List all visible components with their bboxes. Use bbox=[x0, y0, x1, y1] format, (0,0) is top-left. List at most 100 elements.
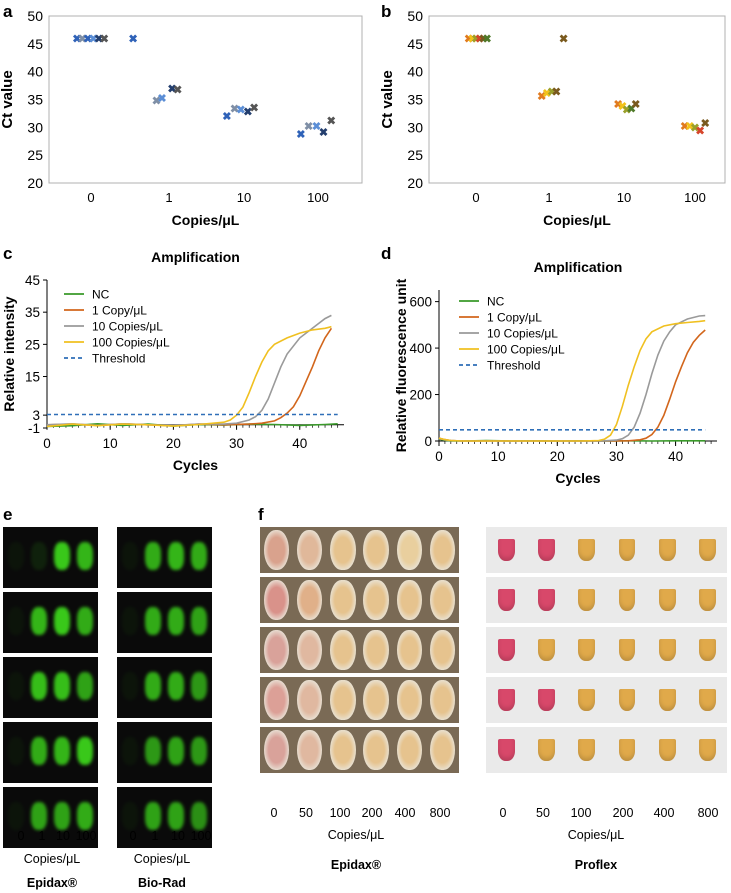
chart-c: Amplification -13 15 25 35 45 0 10 20 30 40 Cycles R… bbox=[1, 249, 344, 473]
y-tick-label: 20 bbox=[27, 175, 43, 191]
fluorescent-band bbox=[191, 607, 207, 635]
panel-letter-f: f bbox=[258, 505, 264, 524]
data-point: ✖ bbox=[129, 33, 138, 45]
y-tick-label: -1 bbox=[28, 421, 40, 436]
epidax-photo-row bbox=[260, 527, 459, 573]
tube bbox=[396, 530, 422, 570]
fluorescent-band bbox=[191, 542, 207, 570]
x-tick-label: 40 bbox=[668, 449, 683, 464]
tube bbox=[263, 680, 290, 720]
biorad-gel-row bbox=[117, 787, 212, 848]
fluorescent-band bbox=[8, 737, 24, 765]
data-point: ✖ bbox=[537, 91, 546, 103]
proflex-photo-row bbox=[486, 527, 727, 573]
y-tick-label: 30 bbox=[407, 119, 423, 135]
axis-value: 400 bbox=[653, 806, 675, 820]
axis-value: 800 bbox=[697, 806, 719, 820]
epidax-gel-row bbox=[3, 592, 98, 653]
data-point: ✖ bbox=[468, 33, 477, 45]
data-point: ✖ bbox=[72, 33, 81, 45]
y-axis-label: Ct value bbox=[379, 70, 396, 128]
tube bbox=[429, 530, 456, 570]
x-tick-label: 30 bbox=[609, 449, 624, 464]
tube bbox=[263, 730, 290, 770]
data-point: ✖ bbox=[89, 33, 98, 45]
tube bbox=[330, 630, 356, 670]
tube bbox=[263, 580, 290, 620]
fluorescent-band bbox=[54, 542, 70, 570]
data-point: ✖ bbox=[296, 129, 305, 141]
fluorescent-band bbox=[145, 542, 161, 570]
tube bbox=[498, 639, 515, 661]
series-line bbox=[46, 314, 332, 427]
tube bbox=[658, 639, 676, 661]
data-point: ✖ bbox=[631, 99, 640, 111]
tube bbox=[698, 589, 716, 611]
axis-value: 0 bbox=[499, 806, 507, 820]
data-point: ✖ bbox=[475, 33, 484, 45]
legend-label: NC bbox=[92, 288, 110, 302]
data-point: ✖ bbox=[690, 122, 699, 134]
fluorescent-band bbox=[122, 737, 138, 765]
fluorescent-band bbox=[168, 672, 184, 700]
x-tick-label: 0 bbox=[43, 436, 51, 451]
fluorescent-band bbox=[191, 802, 207, 830]
biorad-gel-row bbox=[117, 592, 212, 653]
tube bbox=[330, 580, 356, 620]
series-line bbox=[438, 319, 706, 442]
epidax-photo-row bbox=[260, 627, 459, 673]
data-point: ✖ bbox=[327, 116, 336, 128]
data-point: ✖ bbox=[304, 121, 313, 133]
data-point: ✖ bbox=[83, 33, 92, 45]
epidax-photo-row bbox=[260, 677, 459, 723]
data-point: ✖ bbox=[236, 105, 245, 117]
fluorescent-band bbox=[54, 737, 70, 765]
tube bbox=[363, 530, 389, 570]
fluorescent-band bbox=[122, 607, 138, 635]
tube bbox=[429, 730, 456, 770]
x-tick-label: 20 bbox=[166, 436, 181, 451]
x-tick-label: 10 bbox=[103, 436, 118, 451]
y-tick-label: 35 bbox=[25, 305, 40, 320]
tube bbox=[578, 639, 596, 661]
epidax-copies-label: Copies/μL bbox=[23, 852, 81, 866]
data-point: ✖ bbox=[243, 107, 252, 119]
data-point: ✖ bbox=[627, 103, 636, 115]
tube bbox=[429, 580, 456, 620]
axis-value: 100 bbox=[190, 829, 212, 843]
axis-value: 50 bbox=[536, 806, 550, 820]
fluorescent-band bbox=[8, 672, 24, 700]
legend-label: NC bbox=[487, 295, 505, 309]
chart-title: Amplification bbox=[151, 249, 240, 265]
y-tick-label: 40 bbox=[407, 64, 423, 80]
axis-value: 0 bbox=[270, 806, 278, 820]
tube bbox=[297, 730, 323, 770]
y-axis-label: Relative fluorescence unit bbox=[393, 278, 409, 452]
fluorescent-band bbox=[54, 607, 70, 635]
axis-value: 50 bbox=[299, 806, 313, 820]
tube bbox=[658, 589, 676, 611]
data-point: ✖ bbox=[547, 87, 556, 99]
tube bbox=[498, 589, 515, 611]
y-tick-label: 50 bbox=[27, 8, 43, 24]
series-line bbox=[438, 314, 706, 442]
legend-label: 1 Copy/μL bbox=[92, 304, 147, 318]
y-tick-label: 35 bbox=[27, 92, 43, 108]
series-line bbox=[438, 329, 706, 442]
data-point: ✖ bbox=[552, 87, 561, 99]
data-point: ✖ bbox=[542, 88, 551, 100]
data-point: ✖ bbox=[680, 121, 689, 133]
proflex-photo-row bbox=[486, 627, 727, 673]
y-tick-label: 45 bbox=[25, 273, 40, 288]
biorad-group-label: Bio-Rad bbox=[138, 876, 186, 890]
x-axis-label: Cycles bbox=[173, 457, 218, 473]
tube bbox=[330, 730, 356, 770]
biorad-copies-label: Copies/μL bbox=[133, 852, 191, 866]
data-point: ✖ bbox=[696, 126, 705, 138]
fluorescent-band bbox=[122, 542, 138, 570]
fluorescent-band bbox=[31, 542, 47, 570]
data-point: ✖ bbox=[100, 33, 109, 45]
tube bbox=[363, 730, 389, 770]
fluorescent-band bbox=[77, 737, 93, 765]
